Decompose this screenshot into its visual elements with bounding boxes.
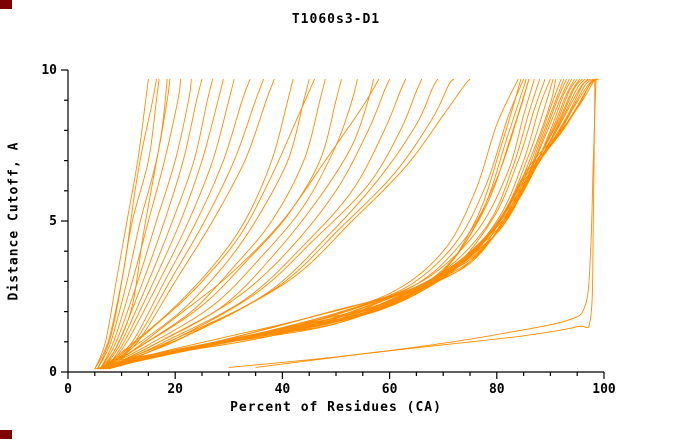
svg-text:80: 80 [489,382,505,397]
svg-text:60: 60 [382,382,398,397]
svg-text:0: 0 [64,382,72,397]
x-axis-label: Percent of Residues (CA) [230,400,442,415]
svg-text:100: 100 [592,382,616,397]
svg-text:5: 5 [49,214,57,229]
corner-marker-bottom-left [0,430,12,439]
svg-text:40: 40 [275,382,291,397]
svg-text:10: 10 [41,63,57,78]
corner-marker-top-left [0,0,12,9]
svg-text:20: 20 [167,382,183,397]
svg-text:0: 0 [49,365,57,380]
chart-title: T1060s3-D1 [291,12,381,27]
